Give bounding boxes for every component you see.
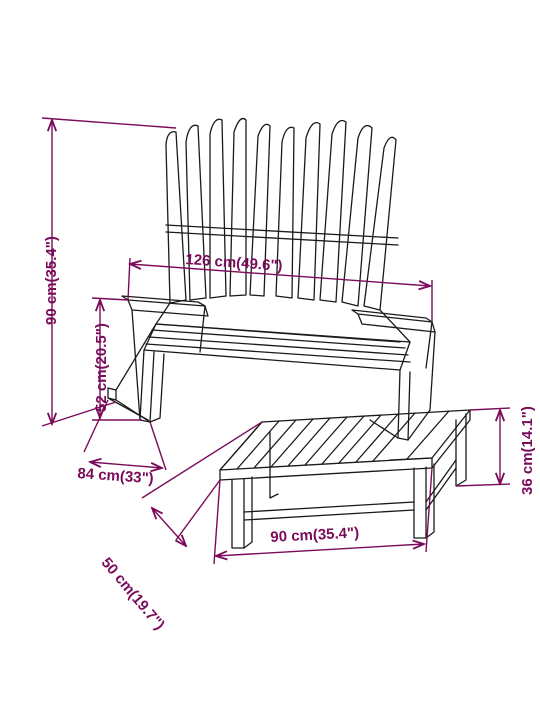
dimension-diagram <box>0 0 540 720</box>
dimension-lines <box>42 118 510 564</box>
label-bench-height: 90 cm(35.4") <box>44 236 61 325</box>
bench-drawing <box>108 119 435 441</box>
label-seat-height: 52 cm(20.5") <box>94 323 111 412</box>
label-table-height: 36 cm(14.1") <box>520 406 537 495</box>
